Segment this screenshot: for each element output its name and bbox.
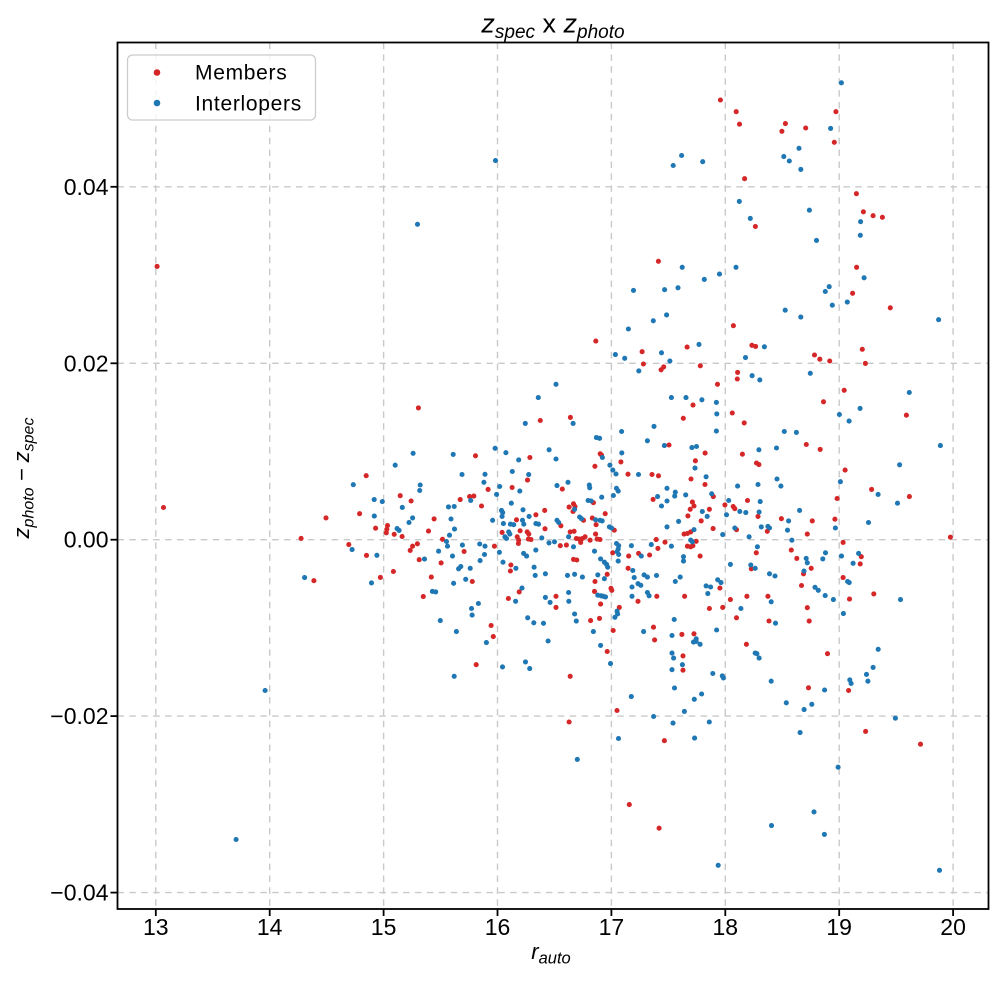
svg-text:0.02: 0.02 — [64, 350, 109, 376]
svg-text:18: 18 — [713, 914, 739, 940]
svg-text:17: 17 — [599, 914, 625, 940]
svg-text:−0.02: −0.02 — [50, 703, 108, 729]
svg-text:14: 14 — [257, 914, 283, 940]
svg-text:−0.04: −0.04 — [50, 880, 108, 906]
svg-text:13: 13 — [143, 914, 169, 940]
svg-text:15: 15 — [371, 914, 397, 940]
svg-text:16: 16 — [485, 914, 511, 940]
svg-text:zspec x zphoto: zspec x zphoto — [480, 9, 624, 44]
svg-text:20: 20 — [940, 914, 966, 940]
svg-text:Members: Members — [195, 62, 287, 85]
svg-text:Interlopers: Interlopers — [195, 93, 302, 116]
svg-text:0.00: 0.00 — [64, 527, 109, 553]
svg-text:19: 19 — [826, 914, 852, 940]
svg-text:0.04: 0.04 — [64, 174, 109, 200]
